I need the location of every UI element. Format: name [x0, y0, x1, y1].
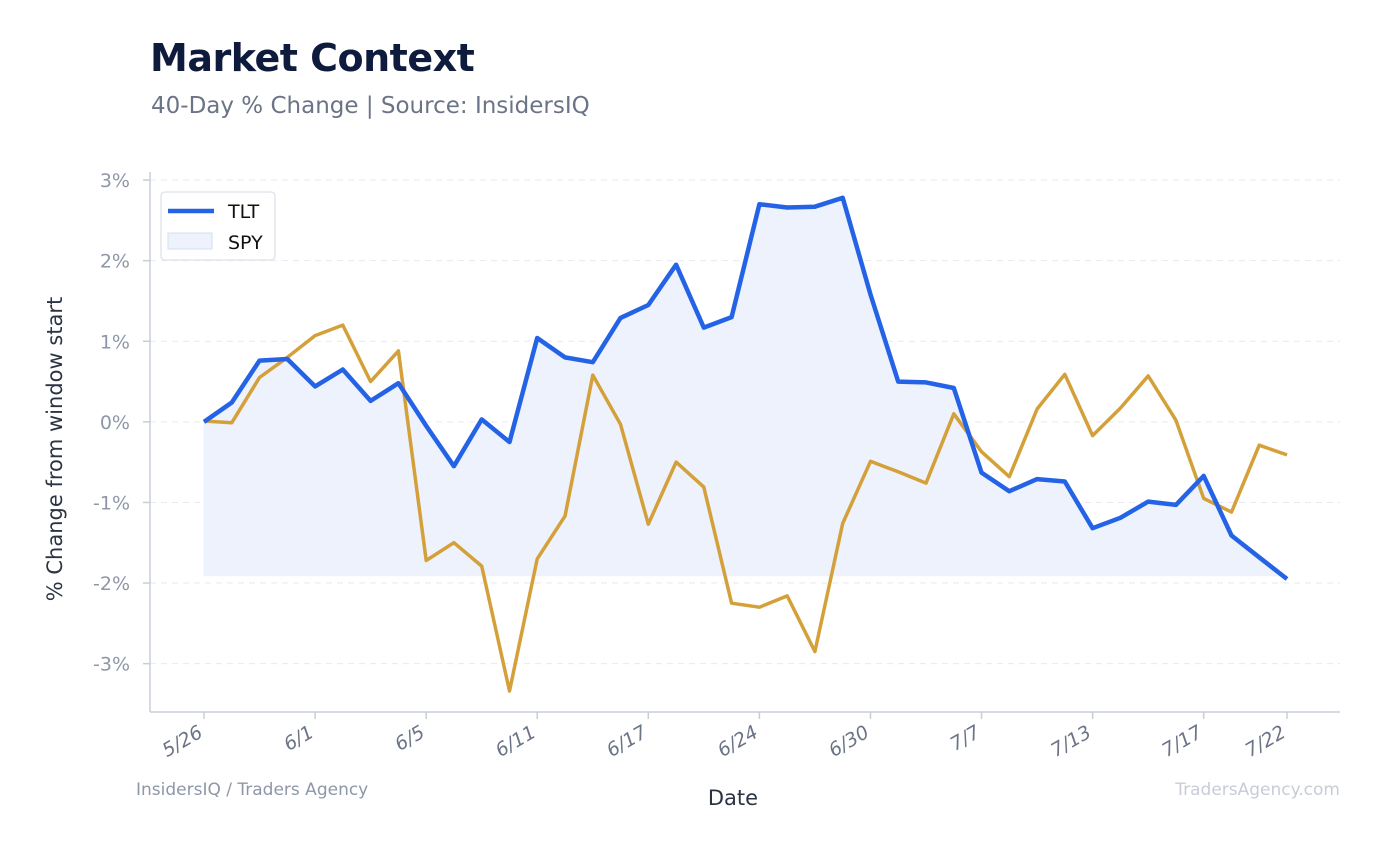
y-tick-label: 2%: [100, 251, 130, 273]
legend-tlt-label: TLT: [227, 201, 260, 223]
y-tick-label: 0%: [100, 412, 130, 434]
x-tick-label: 7/13: [1047, 721, 1095, 761]
legend: TLT SPY: [160, 191, 276, 261]
x-tick-label: 7/7: [947, 721, 984, 755]
x-tick-label: 6/30: [825, 721, 873, 761]
x-tick-label: 6/5: [391, 721, 428, 755]
y-tick-label: -1%: [93, 492, 130, 514]
x-tick-label: 7/17: [1158, 721, 1206, 761]
y-axis-title: % Change from window start: [43, 297, 67, 602]
x-tick-label: 6/17: [603, 721, 651, 761]
y-tick-label: -3%: [93, 654, 130, 676]
x-tick-label: 6/11: [492, 721, 540, 761]
chart-subtitle: 40-Day % Change | Source: InsidersIQ: [151, 93, 590, 119]
footer-credit: InsidersIQ / Traders Agency: [136, 780, 369, 800]
axes-layer: [143, 172, 1340, 719]
chart-title: Market Context: [150, 36, 475, 80]
legend-spy-swatch: [167, 232, 213, 250]
x-tick-label: 5/26: [159, 721, 207, 761]
x-tick-label: 7/22: [1242, 721, 1290, 761]
y-tick-label: 1%: [100, 331, 130, 353]
x-tick-label: 6/24: [714, 721, 762, 761]
x-axis-title: Date: [708, 786, 758, 810]
y-tick-label: -2%: [93, 573, 130, 595]
y-tick-label: 3%: [100, 170, 130, 192]
spy-series-line: [203, 323, 1288, 693]
tlt-series-line: [202, 195, 1289, 581]
legend-spy-label: SPY: [228, 232, 263, 254]
x-tick-label: 6/1: [280, 721, 317, 755]
footer-site: TradersAgency.com: [1175, 780, 1340, 800]
